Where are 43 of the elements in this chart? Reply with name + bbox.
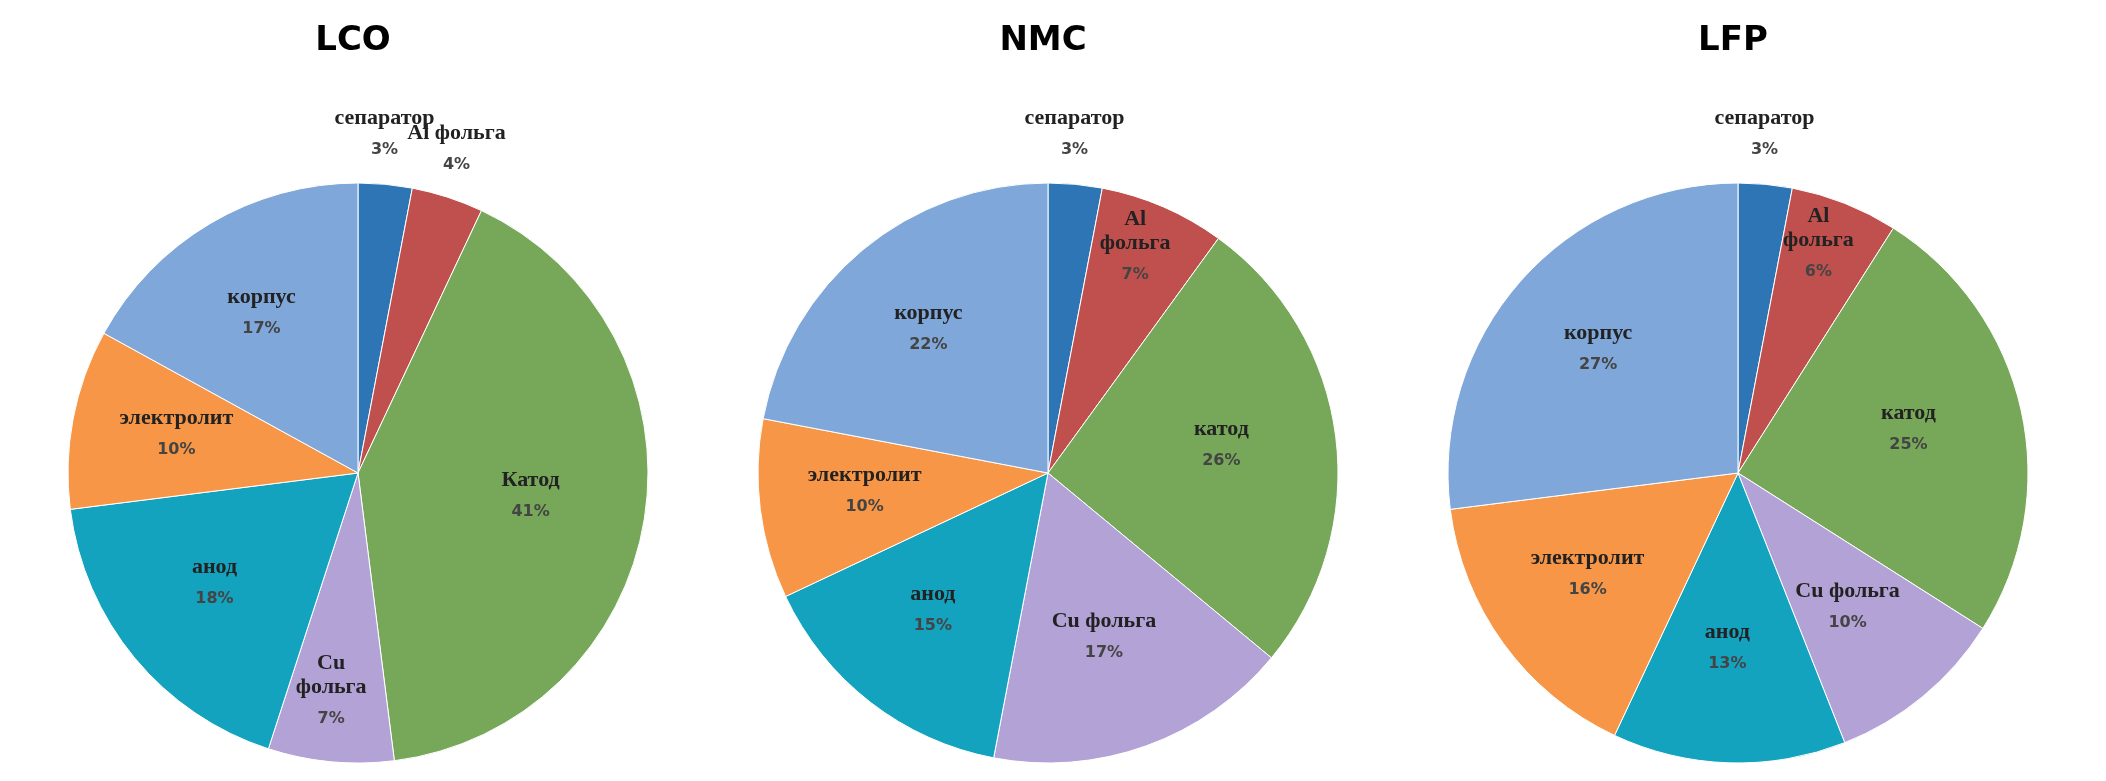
slice-label: катод — [1193, 415, 1249, 441]
slice-label: сепаратор — [1024, 104, 1125, 130]
data-label: 10% — [1828, 611, 1867, 631]
slice-label: анод — [910, 580, 956, 606]
slice-label: Cu фольга — [1795, 576, 1900, 602]
data-label: 41% — [511, 501, 550, 521]
data-label: 3% — [370, 139, 399, 159]
data-label: 15% — [913, 615, 952, 635]
data-label: 10% — [157, 439, 196, 459]
data-label: 16% — [1568, 578, 1607, 598]
slice-label: Cu фольга — [295, 648, 367, 698]
data-label: 17% — [1084, 642, 1124, 662]
data-label: 3% — [1060, 139, 1089, 159]
data-label: 10% — [845, 495, 884, 515]
data-label: 13% — [1708, 652, 1747, 672]
slice-label: анод — [1704, 617, 1750, 643]
slice-label: корпус — [227, 283, 296, 309]
slice-label: сепаратор — [1714, 104, 1815, 130]
chart-title: NMC — [998, 18, 1088, 58]
data-label: 26% — [1202, 450, 1241, 470]
slice-label: электролит — [1530, 543, 1645, 569]
data-label: 3% — [1750, 139, 1779, 159]
data-label: 18% — [195, 587, 234, 607]
chart-title: LFP — [1697, 18, 1769, 58]
slice-label: электролит — [119, 404, 234, 430]
data-label: 17% — [242, 318, 281, 338]
data-label: 7% — [1121, 264, 1149, 284]
slice-label: Катод — [501, 466, 560, 492]
slice-label: Cu фольга — [1051, 607, 1157, 633]
chart-title: LCO — [314, 18, 392, 58]
data-label: 7% — [317, 707, 345, 727]
data-label: 22% — [909, 334, 948, 354]
slice-label: анод — [191, 552, 238, 578]
data-label: 25% — [1889, 433, 1928, 453]
data-label: 6% — [1804, 261, 1832, 281]
slice-label: Al фольга — [1782, 202, 1854, 252]
slice-label: корпус — [1563, 319, 1633, 345]
data-label: 4% — [442, 154, 471, 174]
slice-label: корпус — [894, 299, 963, 325]
slice-label: катод — [1881, 398, 1936, 424]
slice-label: электролит — [807, 460, 922, 486]
data-label: 27% — [1578, 354, 1618, 374]
slice-label: Al фольга — [1099, 205, 1171, 255]
